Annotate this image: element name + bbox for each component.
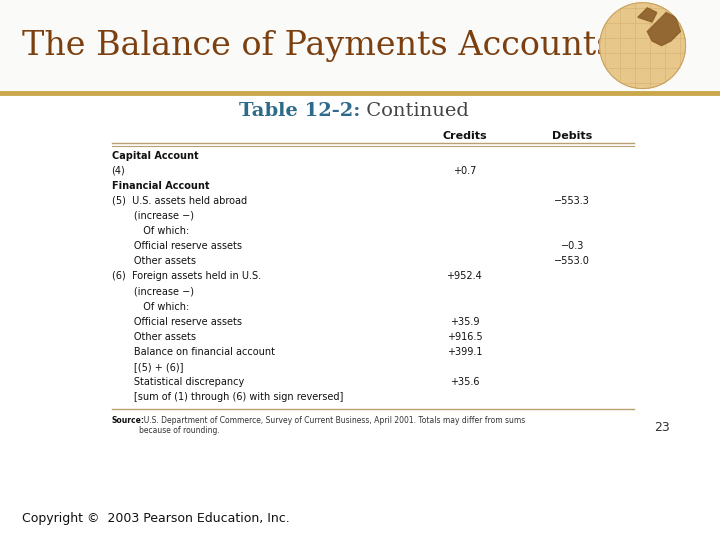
Text: Capital Account: Capital Account [112,151,198,160]
Polygon shape [647,12,680,46]
Text: Continued: Continued [360,102,469,120]
Text: +916.5: +916.5 [446,332,482,342]
Text: [(5) + (6)]: [(5) + (6)] [112,362,183,372]
Text: Other assets: Other assets [112,256,196,266]
Text: Of which:: Of which: [112,226,189,236]
Circle shape [599,2,686,89]
Text: Table 12-2:: Table 12-2: [238,102,360,120]
Text: (4): (4) [112,166,125,176]
Text: (6)  Foreign assets held in U.S.: (6) Foreign assets held in U.S. [112,272,261,281]
Text: +35.9: +35.9 [450,317,479,327]
Text: Source:: Source: [112,416,145,425]
Text: Official reserve assets: Official reserve assets [112,241,242,251]
Text: +952.4: +952.4 [446,272,482,281]
Text: (increase −): (increase −) [112,287,194,296]
Text: Balance on financial account: Balance on financial account [112,347,274,357]
Text: Official reserve assets: Official reserve assets [112,317,242,327]
Text: Of which:: Of which: [112,302,189,312]
Text: U.S. Department of Commerce, Survey of Current Business, April 2001. Totals may : U.S. Department of Commerce, Survey of C… [139,416,525,435]
Polygon shape [638,8,657,22]
Text: (increase −): (increase −) [112,211,194,221]
Text: Credits: Credits [442,131,487,141]
Text: 23: 23 [654,421,670,434]
Text: −553.3: −553.3 [554,196,590,206]
Text: [sum of (1) through (6) with sign reversed]: [sum of (1) through (6) with sign revers… [112,393,343,402]
Text: The Balance of Payments Accounts: The Balance of Payments Accounts [22,30,613,63]
Text: +0.7: +0.7 [453,166,476,176]
Text: −0.3: −0.3 [561,241,584,251]
Text: −553.0: −553.0 [554,256,590,266]
Text: +399.1: +399.1 [446,347,482,357]
Text: +35.6: +35.6 [450,377,479,387]
Text: Financial Account: Financial Account [112,181,209,191]
Text: Copyright ©  2003 Pearson Education, Inc.: Copyright © 2003 Pearson Education, Inc. [22,512,289,525]
Text: Debits: Debits [552,131,593,141]
Text: (5)  U.S. assets held abroad: (5) U.S. assets held abroad [112,196,247,206]
Text: Statistical discrepancy: Statistical discrepancy [112,377,244,387]
Text: Other assets: Other assets [112,332,196,342]
